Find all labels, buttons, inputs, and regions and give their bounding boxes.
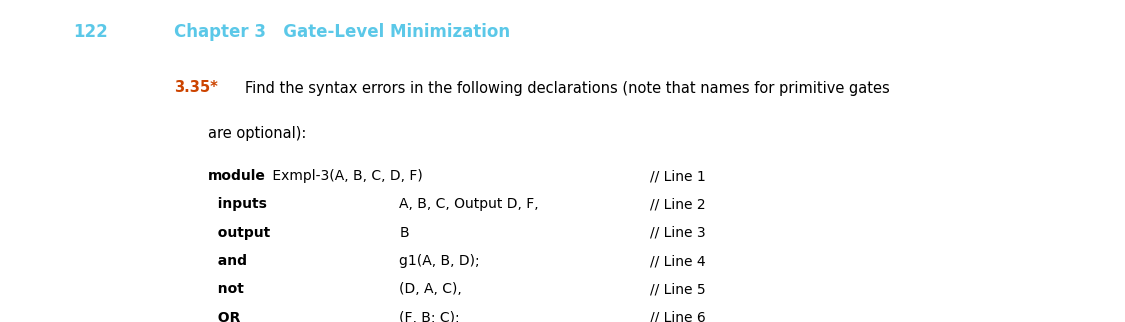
Text: module: module: [208, 169, 266, 183]
Text: // Line 6: // Line 6: [650, 311, 706, 322]
Text: // Line 3: // Line 3: [650, 226, 705, 240]
Text: // Line 1: // Line 1: [650, 169, 706, 183]
Text: output: output: [208, 226, 270, 240]
Text: Exmpl-3(A, B, C, D, F): Exmpl-3(A, B, C, D, F): [268, 169, 422, 183]
Text: (F, B; C);: (F, B; C);: [399, 311, 460, 322]
Text: // Line 2: // Line 2: [650, 197, 705, 211]
Text: g1(A, B, D);: g1(A, B, D);: [399, 254, 480, 268]
Text: A, B, C, Output D, F,: A, B, C, Output D, F,: [399, 197, 539, 211]
Text: // Line 4: // Line 4: [650, 254, 705, 268]
Text: inputs: inputs: [208, 197, 267, 211]
Text: not: not: [208, 282, 244, 296]
Text: (D, A, C),: (D, A, C),: [399, 282, 462, 296]
Text: // Line 5: // Line 5: [650, 282, 705, 296]
Text: and: and: [208, 254, 248, 268]
Text: are optional):: are optional):: [208, 126, 306, 141]
Text: OR: OR: [208, 311, 241, 322]
Text: 3.35*: 3.35*: [174, 80, 218, 96]
Text: B: B: [399, 226, 410, 240]
Text: Find the syntax errors in the following declarations (note that names for primit: Find the syntax errors in the following …: [245, 80, 890, 96]
Text: 122: 122: [73, 23, 108, 41]
Text: Chapter 3   Gate-Level Minimization: Chapter 3 Gate-Level Minimization: [174, 23, 511, 41]
